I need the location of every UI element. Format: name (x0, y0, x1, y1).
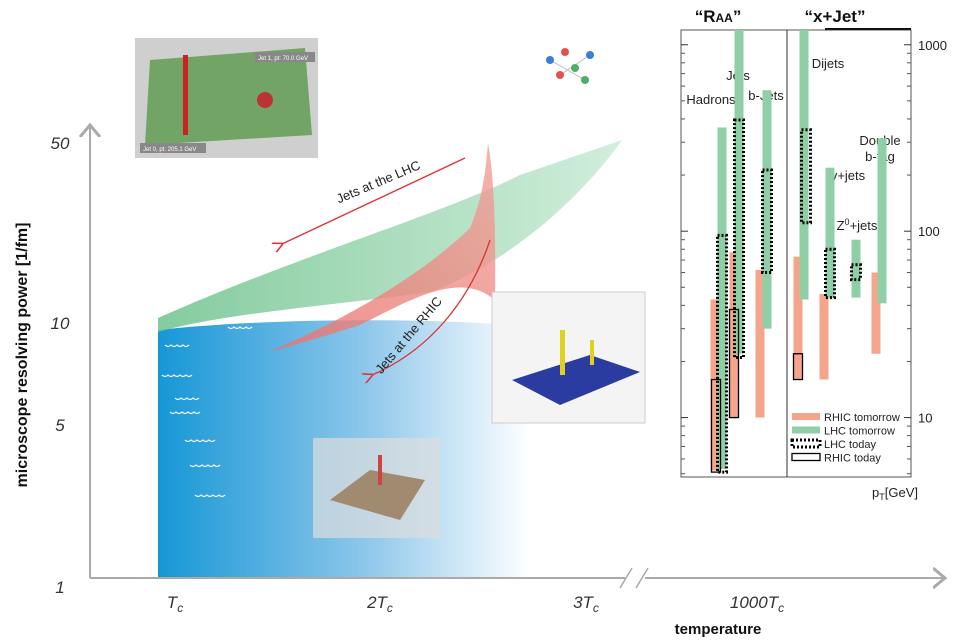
group-label: Z0+jets (837, 217, 878, 233)
figure: Jets at the LHC Jets at the RHIC Jet 1, … (0, 0, 956, 641)
legend-swatch (792, 427, 820, 434)
event-display-inset: Jet 1, pt: 70.0 GeV Jet 0, pt: 205.1 GeV (135, 38, 318, 158)
y-tick-label: 1000 (918, 38, 947, 53)
inset-label: Jet 1, pt: 70.0 GeV (258, 56, 308, 62)
legend-label: RHIC today (824, 453, 881, 465)
y-axis-title: microscope resolving power [1/fm] (14, 223, 31, 488)
group-label: γ+jets (831, 168, 866, 183)
x-tick-label: 2Tc (366, 593, 393, 615)
x-unit-label: pT[GeV] (872, 485, 918, 502)
y-tick-label: 100 (918, 224, 940, 239)
legend-label: RHIC tomorrow (824, 412, 900, 424)
range-bar (878, 138, 887, 303)
y-tick-label: 10 (918, 411, 932, 426)
legend-label: LHC today (824, 439, 876, 451)
panel-header: “RAA” (695, 7, 742, 26)
group-label: Hadrons (686, 92, 736, 107)
surface-inset (313, 438, 440, 538)
y-tick-label: 10 (51, 314, 70, 333)
lego-plot-inset (492, 292, 645, 423)
panel-header: “x+Jet” (805, 7, 866, 26)
y-tick-label: 50 (51, 134, 70, 153)
group-label: Dijets (812, 56, 845, 71)
y-tick-label: 1 (55, 578, 64, 597)
x-tick-label: 3Tc (573, 593, 599, 615)
range-bar (820, 294, 829, 379)
molecule-icon (546, 48, 594, 84)
legend-label: LHC tomorrow (824, 426, 895, 438)
inset-label: Jet 0, pt: 205.1 GeV (143, 147, 196, 153)
x-tick-label: 1000Tc (730, 593, 784, 615)
legend-swatch (792, 413, 820, 420)
x-axis-title: temperature (675, 621, 762, 638)
y-tick-label: 5 (55, 416, 65, 435)
x-tick-label: Tc (167, 593, 183, 615)
